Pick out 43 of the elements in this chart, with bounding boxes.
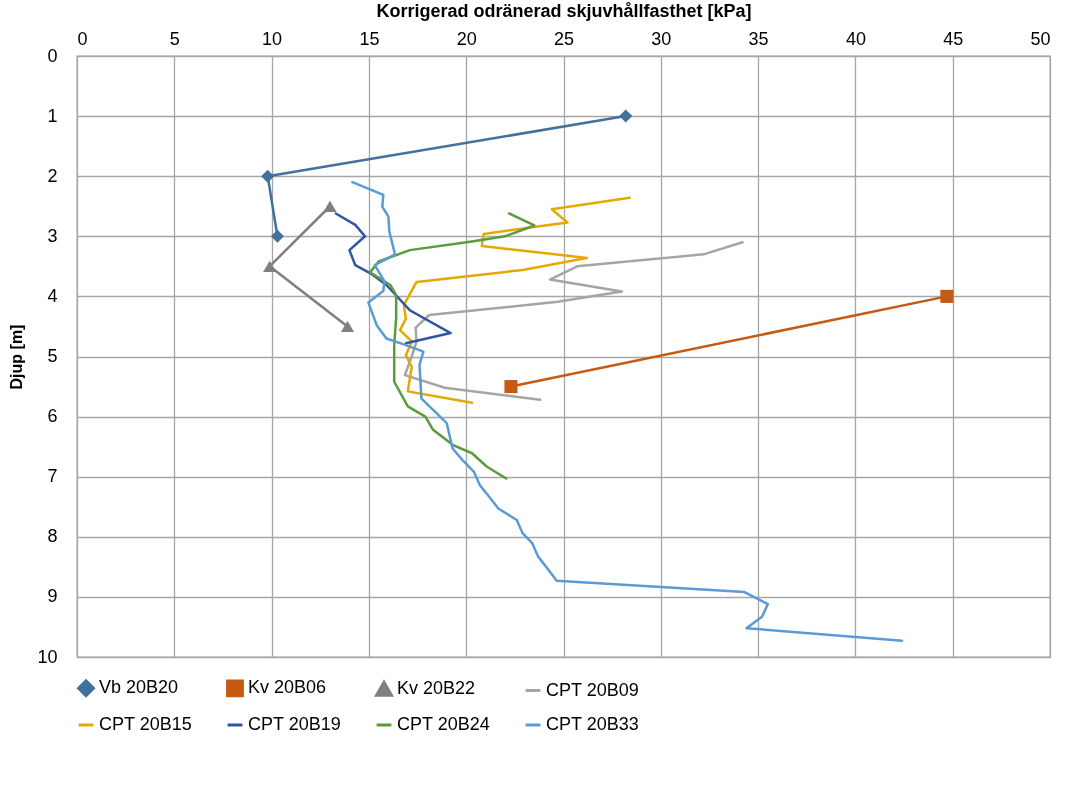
x-tick-label: 0	[77, 28, 88, 49]
legend-label: CPT 20B09	[546, 679, 639, 700]
x-tick-label: 45	[943, 28, 964, 49]
x-tick-label: 35	[748, 28, 769, 49]
y-axis-title: Djup [m]	[8, 324, 26, 390]
x-tick-label: 50	[1030, 28, 1051, 49]
y-tick-label: 8	[47, 526, 58, 547]
x-tick-label: 15	[359, 28, 380, 49]
legend-label: Vb 20B20	[99, 677, 179, 698]
x-tick-label: 20	[456, 28, 477, 49]
point	[270, 229, 284, 243]
line-series	[368, 212, 536, 480]
legend-label: Kv 20B06	[248, 677, 327, 698]
legend-label: CPT 20B33	[546, 714, 639, 734]
line-series	[398, 196, 631, 405]
point	[619, 109, 633, 123]
y-tick-label: 10	[37, 646, 58, 667]
x-tick-label: 30	[651, 28, 672, 49]
legend-label: CPT 20B19	[248, 714, 341, 734]
legend-label: CPT 20B15	[99, 714, 192, 734]
line-series	[351, 180, 904, 643]
y-tick-label: 7	[47, 466, 58, 487]
x-axis-title: Korrigerad odränerad skjuvhållfasthet [kPa]	[376, 0, 752, 21]
point	[263, 260, 277, 272]
x-tick-label: 10	[262, 28, 283, 49]
y-tick-label: 0	[47, 45, 58, 66]
y-tick-label: 3	[47, 225, 58, 246]
y-tick-label: 4	[47, 285, 58, 306]
y-tick-label: 5	[47, 346, 58, 366]
x-tick-label: 5	[169, 28, 180, 49]
point	[940, 289, 954, 303]
point	[504, 380, 518, 394]
y-tick-label: 1	[47, 105, 58, 126]
x-tick-label: 40	[845, 28, 866, 49]
y-tick-label: 6	[47, 406, 58, 427]
point	[323, 200, 337, 212]
point	[340, 320, 355, 333]
y-tick-label: 2	[47, 165, 58, 186]
x-tick-label: 25	[553, 28, 575, 49]
legend-label: CPT 20B24	[397, 714, 490, 734]
y-tick-label: 9	[47, 586, 58, 607]
point	[261, 169, 275, 183]
legend-label: Kv 20B22	[397, 677, 476, 698]
